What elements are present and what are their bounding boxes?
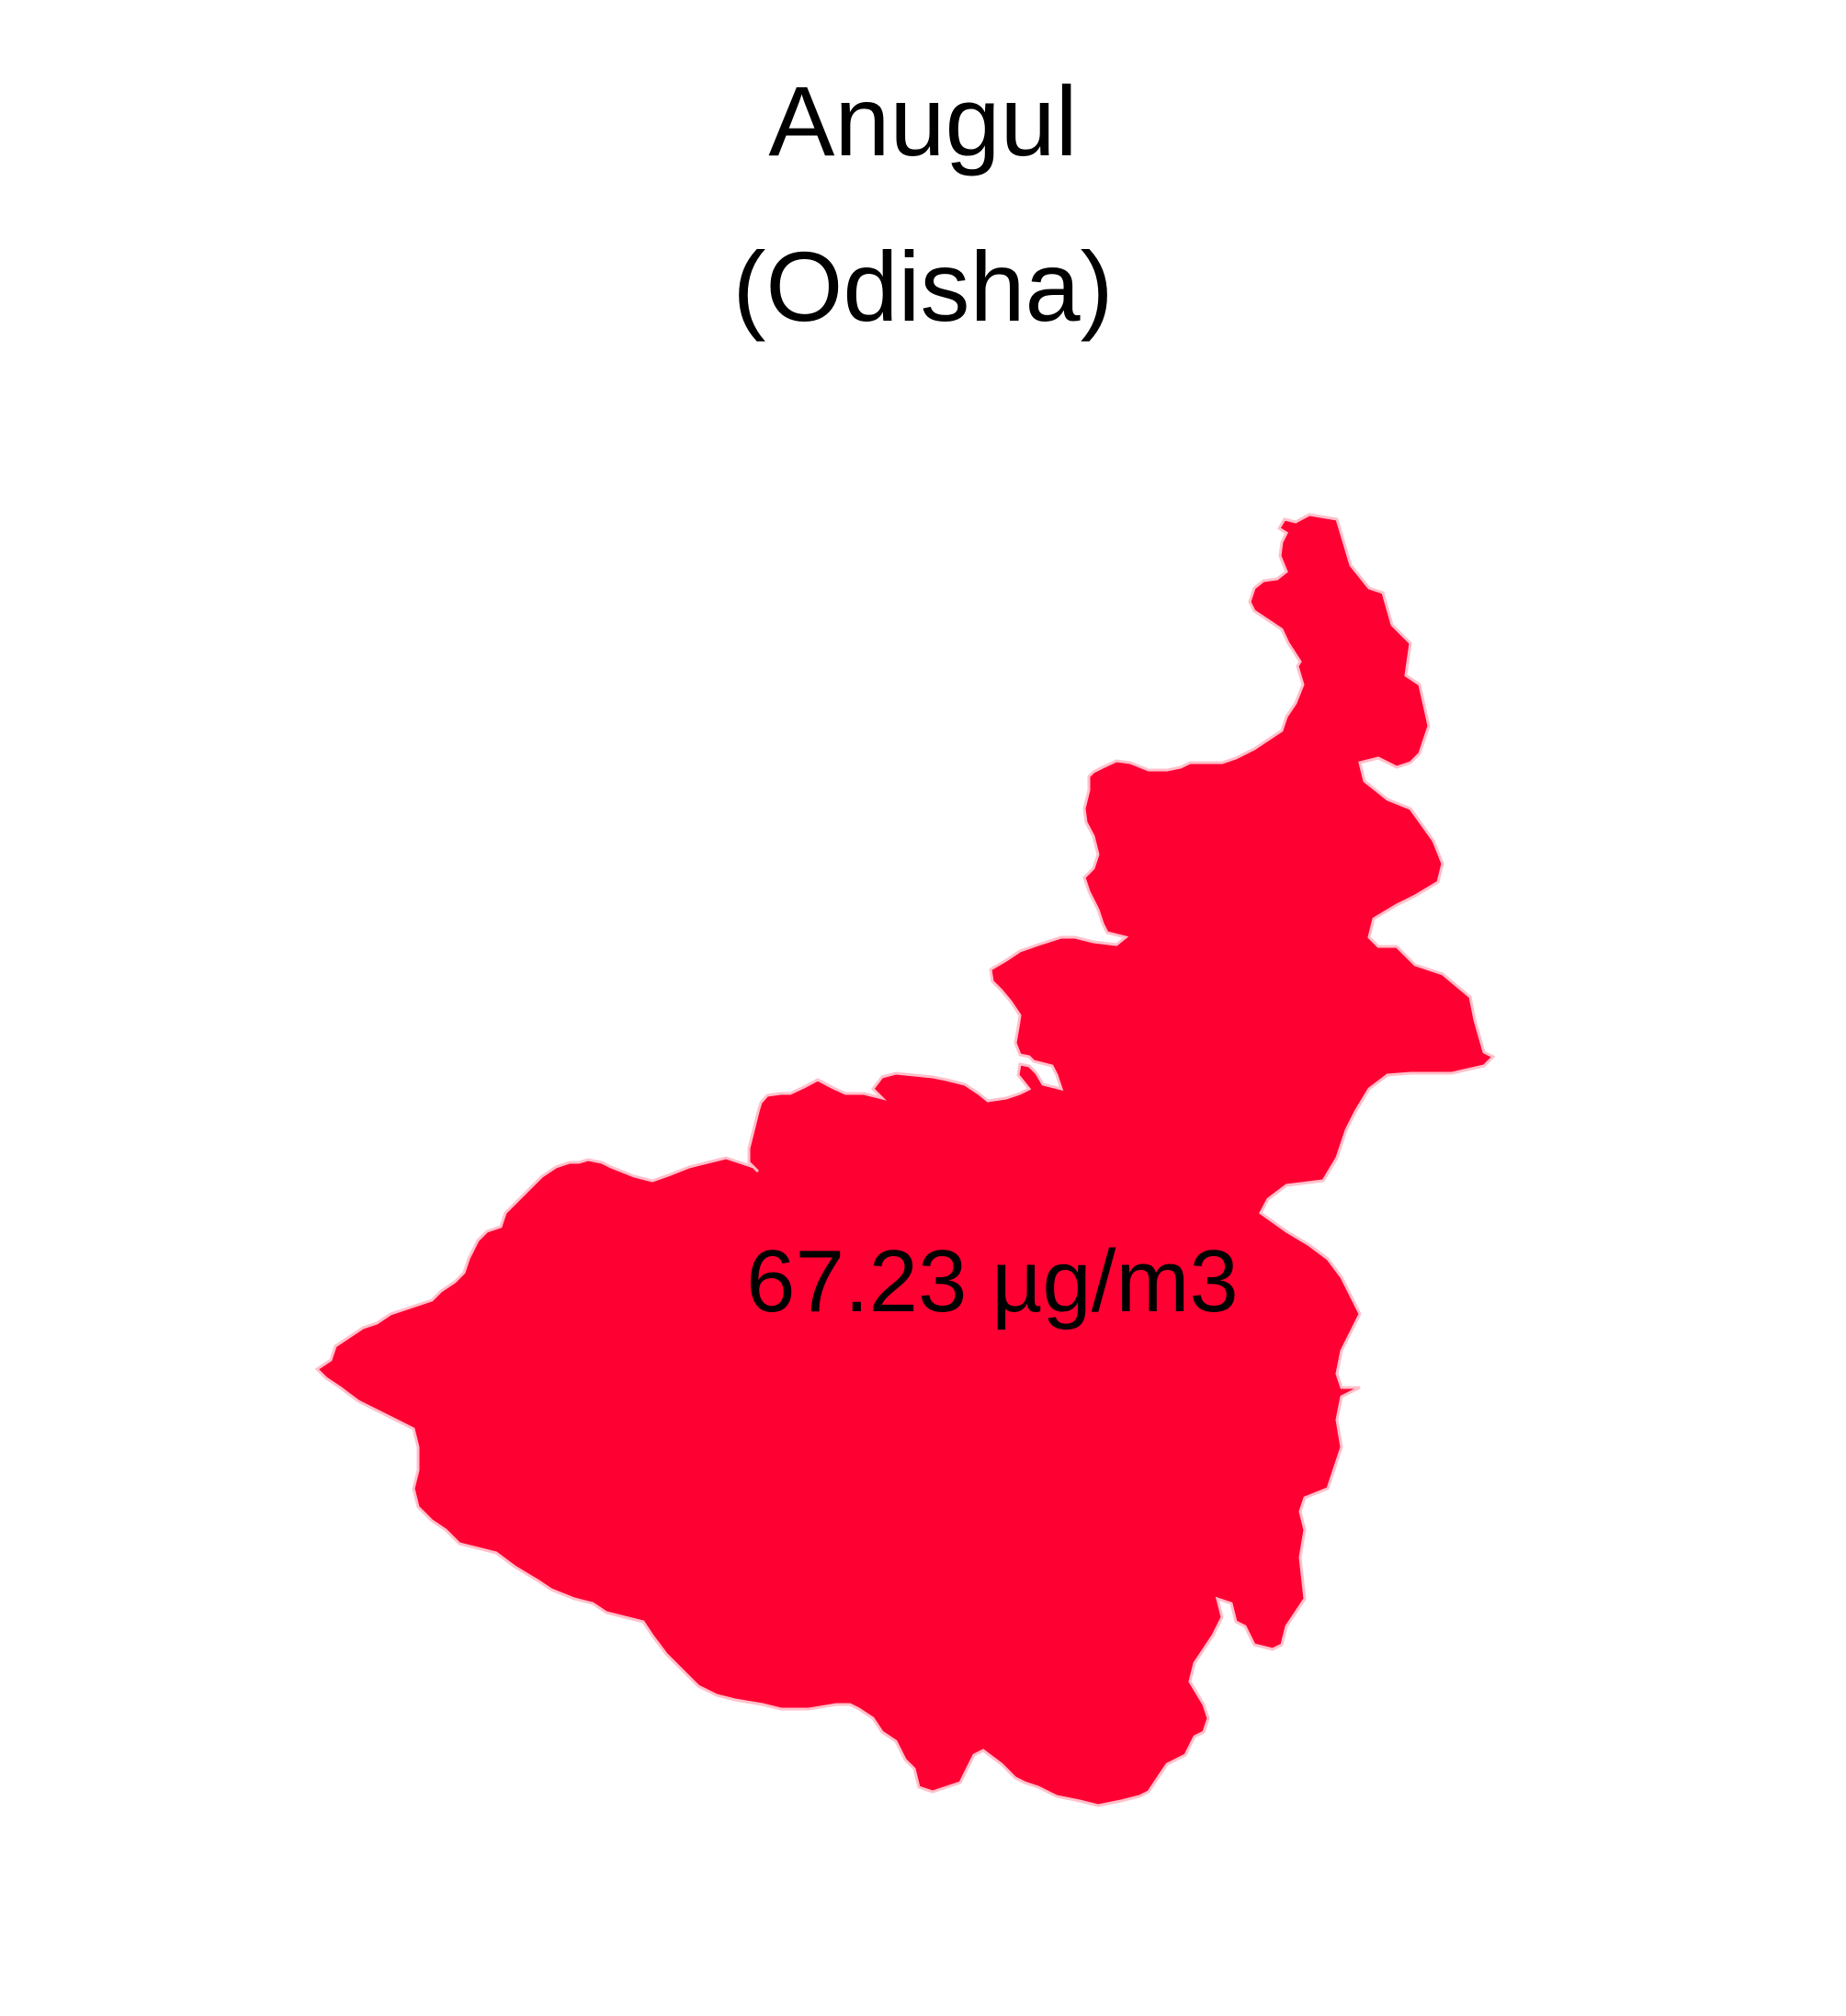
pm25-value-label: 67.23 µg/m3 [746,1232,1239,1331]
district-region-anugul [314,513,1496,1807]
map-title-state: (Odisha) [732,231,1114,342]
map-title-district: Anugul [768,65,1078,176]
